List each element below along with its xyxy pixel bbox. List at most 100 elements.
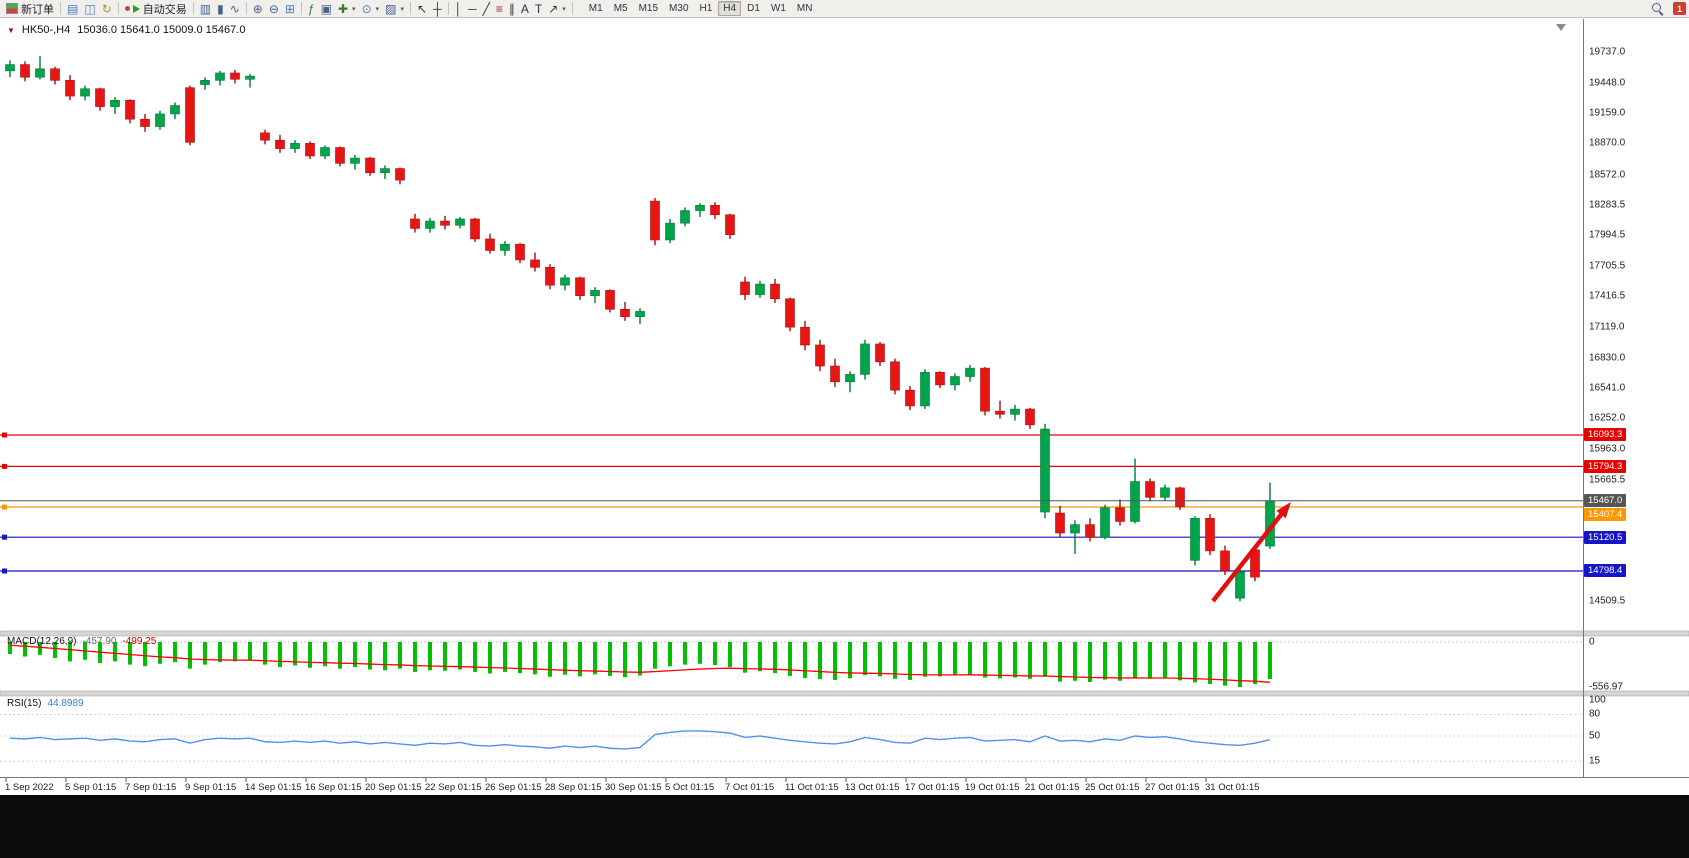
bar-chart-icon: ▥ [199, 1, 212, 16]
bar-chart-button[interactable]: ▥ [197, 1, 214, 17]
macd-scale-bottom: -556.97 [1589, 681, 1623, 693]
print-icon: ▤ [67, 1, 79, 16]
chevron-down-icon: ▾ [562, 5, 566, 13]
horizontal-line-objects[interactable] [0, 432, 1583, 574]
autotrading-button[interactable]: 自动交易 [122, 1, 190, 17]
price-axis-label: 16541.0 [1589, 382, 1626, 394]
price-axis-label: 19737.0 [1589, 46, 1626, 58]
zoom-out-icon: ⊖ [268, 1, 279, 16]
templates-button[interactable]: ▨ ▾ [382, 1, 407, 17]
alert-badge[interactable]: 1 [1673, 2, 1686, 15]
vertical-line-button[interactable]: │ [452, 1, 466, 17]
horizontal-line-button[interactable]: ─ [465, 1, 480, 17]
chart-title: ▼ HK50-,H4 15036.0 15641.0 15009.0 15467… [7, 24, 245, 36]
objects-add-button[interactable]: ✚ ▾ [335, 1, 359, 17]
toolbar-separator [410, 2, 411, 15]
timeframe-m30[interactable]: M30 [669, 3, 689, 14]
price-axis-label: 15963.0 [1589, 443, 1626, 455]
symbol-dropdown-icon[interactable]: ▼ [7, 25, 15, 35]
timeframe-m1[interactable]: M1 [588, 3, 603, 14]
price-axis-label: 16830.0 [1589, 352, 1626, 364]
macd-indicator-label: MACD(12,26,9) -457.90 -499.25 [7, 636, 156, 647]
price-axis-label: 17119.0 [1589, 321, 1625, 333]
rsi-value: 44.8989 [47, 698, 84, 709]
text-label-button[interactable]: T [532, 1, 545, 17]
text-button[interactable]: A [518, 1, 532, 17]
arrows-icon: ↗ [548, 1, 559, 16]
timeframe-m15[interactable]: M15 [638, 3, 659, 14]
resistance-line-1-price-tag: 16093.3 [1584, 428, 1627, 442]
price-axis-label: 17416.5 [1589, 290, 1626, 302]
refresh-button[interactable]: ↻ [99, 1, 115, 17]
price-axis-label: 17705.5 [1589, 260, 1626, 272]
new-order-button-label: 新订单 [21, 3, 54, 16]
indicator-windows-button[interactable]: ▣ [318, 1, 335, 17]
bottom-black-bar [0, 795, 1689, 858]
time-axis-label: 22 Sep 01:15 [425, 782, 482, 793]
timeframe-h4[interactable]: H4 [718, 1, 742, 16]
crosshair-button[interactable]: ┼ [430, 1, 445, 17]
autotrading-status-icon [124, 6, 130, 11]
price-axis-label: 17994.5 [1589, 229, 1626, 241]
fibonacci-button[interactable]: ≡ [493, 1, 506, 17]
timeframe-w1[interactable]: W1 [770, 3, 786, 14]
timeframe-h1[interactable]: H1 [699, 3, 713, 14]
pivot-line-handle[interactable] [2, 504, 7, 510]
macd-signal-line [9, 644, 1271, 683]
trend-arrow-annotation[interactable] [1211, 502, 1291, 603]
text-icon: A [520, 1, 529, 16]
current-price-tag: 15467.0 [1584, 494, 1627, 508]
grid-button[interactable]: ⊞ [282, 1, 298, 17]
timeframe-mn[interactable]: MN [796, 3, 813, 14]
zoom-out-button[interactable]: ⊖ [266, 1, 282, 17]
chart-shift-marker[interactable] [1556, 24, 1566, 31]
support-line-2-handle[interactable] [2, 568, 7, 574]
time-axis-label: 5 Oct 01:15 [665, 782, 715, 793]
cursor-button[interactable]: ↖ [414, 1, 430, 17]
trendline-button[interactable]: ╱ [480, 1, 493, 17]
text-label-icon: T [534, 1, 543, 16]
line-chart-button[interactable]: ∿ [227, 1, 243, 17]
search-button[interactable] [1648, 1, 1667, 17]
rsi-scale-50: 50 [1589, 730, 1601, 742]
price-axis-label: 18870.0 [1589, 137, 1626, 149]
zoom-in-button[interactable]: ⊕ [250, 1, 266, 17]
new-order-button[interactable]: 新订单 [3, 1, 57, 17]
objects-add-icon: ✚ [337, 1, 349, 16]
print-button[interactable]: ▤ [64, 1, 81, 17]
arrows-button[interactable]: ↗ ▾ [545, 1, 569, 17]
price-axis-label: 16252.0 [1589, 412, 1626, 424]
indicators-button[interactable]: ƒ [305, 1, 318, 17]
fibonacci-icon: ≡ [495, 1, 503, 16]
macd-panel-divider[interactable] [0, 630, 1689, 637]
resistance-line-2-handle[interactable] [2, 463, 7, 469]
cycles-button[interactable]: ⊙ ▾ [359, 1, 383, 17]
indicator-windows-icon: ▣ [320, 1, 332, 16]
support-line-1-handle[interactable] [2, 534, 7, 540]
resistance-line-1-handle[interactable] [2, 432, 7, 438]
price-chart[interactable] [0, 0, 1689, 795]
time-axis-label: 11 Oct 01:15 [785, 782, 839, 793]
toolbar-separator [447, 2, 449, 15]
time-axis-label: 31 Oct 01:15 [1205, 782, 1260, 793]
time-axis-label: 5 Sep 01:15 [65, 782, 117, 793]
channel-button[interactable]: ∥ [506, 1, 518, 17]
rsi-panel-divider[interactable] [0, 690, 1689, 697]
rsi-indicator-label: RSI(15) 44.8989 [7, 698, 84, 709]
candlestick-chart-button[interactable]: ▮ [214, 1, 227, 17]
macd-name: MACD(12,26,9) [7, 636, 77, 647]
rsi-panel [0, 714, 1583, 762]
timeframe-d1[interactable]: D1 [747, 3, 760, 14]
autotrading-play-icon [132, 4, 140, 13]
pivot-line-price-tag: 15407.4 [1584, 507, 1627, 521]
timeframe-m5[interactable]: M5 [613, 3, 628, 14]
candlestick-chart-icon: ▮ [217, 1, 224, 16]
toolbar-separator [192, 2, 194, 15]
rsi-scale-80: 80 [1589, 708, 1601, 720]
ohlc-values: 15036.0 15641.0 15009.0 15467.0 [77, 24, 246, 36]
preview-button[interactable]: ◫ [81, 1, 98, 17]
symbol-timeframe-label: HK50-,H4 [21, 24, 71, 36]
trendline-icon: ╱ [482, 1, 490, 16]
support-line-2-price-tag: 14798.4 [1584, 564, 1627, 578]
